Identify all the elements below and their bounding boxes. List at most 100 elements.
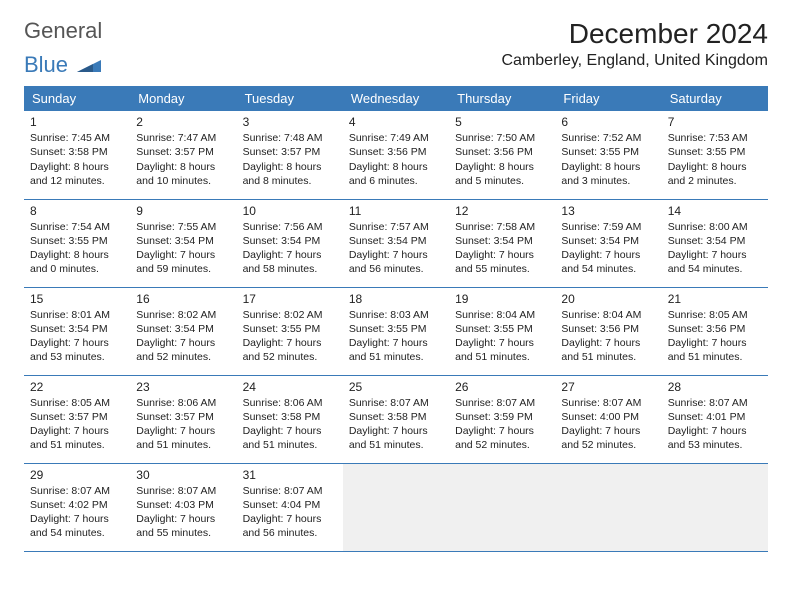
sunrise-line: Sunrise: 7:53 AM: [668, 131, 762, 145]
daylight-line: Daylight: 8 hours and 0 minutes.: [30, 248, 124, 276]
daylight-line: Daylight: 7 hours and 51 minutes.: [349, 424, 443, 452]
sunrise-line: Sunrise: 8:04 AM: [455, 308, 549, 322]
calendar-empty-cell: [555, 463, 661, 551]
sunset-line: Sunset: 3:57 PM: [30, 410, 124, 424]
calendar-day-cell: 18Sunrise: 8:03 AMSunset: 3:55 PMDayligh…: [343, 287, 449, 375]
daylight-line: Daylight: 8 hours and 6 minutes.: [349, 160, 443, 188]
sunset-line: Sunset: 3:57 PM: [136, 145, 230, 159]
daylight-line: Daylight: 8 hours and 8 minutes.: [243, 160, 337, 188]
day-number: 31: [243, 467, 337, 483]
calendar-empty-cell: [662, 463, 768, 551]
sunset-line: Sunset: 3:55 PM: [243, 322, 337, 336]
sunrise-line: Sunrise: 8:07 AM: [561, 396, 655, 410]
daylight-line: Daylight: 7 hours and 53 minutes.: [30, 336, 124, 364]
day-header: Wednesday: [343, 86, 449, 111]
day-number: 10: [243, 203, 337, 219]
day-number: 27: [561, 379, 655, 395]
sunrise-line: Sunrise: 7:47 AM: [136, 131, 230, 145]
calendar-day-cell: 31Sunrise: 8:07 AMSunset: 4:04 PMDayligh…: [237, 463, 343, 551]
calendar-day-cell: 27Sunrise: 8:07 AMSunset: 4:00 PMDayligh…: [555, 375, 661, 463]
day-number: 6: [561, 114, 655, 130]
sunrise-line: Sunrise: 7:50 AM: [455, 131, 549, 145]
daylight-line: Daylight: 7 hours and 54 minutes.: [561, 248, 655, 276]
day-number: 18: [349, 291, 443, 307]
sunrise-line: Sunrise: 8:07 AM: [349, 396, 443, 410]
sunset-line: Sunset: 3:55 PM: [455, 322, 549, 336]
calendar-day-cell: 25Sunrise: 8:07 AMSunset: 3:58 PMDayligh…: [343, 375, 449, 463]
calendar-day-cell: 20Sunrise: 8:04 AMSunset: 3:56 PMDayligh…: [555, 287, 661, 375]
sunset-line: Sunset: 4:03 PM: [136, 498, 230, 512]
location: Camberley, England, United Kingdom: [501, 52, 768, 70]
day-number: 29: [30, 467, 124, 483]
calendar-table: SundayMondayTuesdayWednesdayThursdayFrid…: [24, 86, 768, 552]
calendar-day-cell: 16Sunrise: 8:02 AMSunset: 3:54 PMDayligh…: [130, 287, 236, 375]
calendar-day-cell: 17Sunrise: 8:02 AMSunset: 3:55 PMDayligh…: [237, 287, 343, 375]
sunset-line: Sunset: 3:54 PM: [349, 234, 443, 248]
sunset-line: Sunset: 3:54 PM: [136, 234, 230, 248]
calendar-day-cell: 5Sunrise: 7:50 AMSunset: 3:56 PMDaylight…: [449, 111, 555, 199]
sunrise-line: Sunrise: 8:05 AM: [668, 308, 762, 322]
sunrise-line: Sunrise: 8:02 AM: [243, 308, 337, 322]
sunrise-line: Sunrise: 8:07 AM: [668, 396, 762, 410]
day-number: 23: [136, 379, 230, 395]
sunrise-line: Sunrise: 8:04 AM: [561, 308, 655, 322]
day-number: 30: [136, 467, 230, 483]
calendar-day-cell: 13Sunrise: 7:59 AMSunset: 3:54 PMDayligh…: [555, 199, 661, 287]
calendar-empty-cell: [343, 463, 449, 551]
calendar-day-cell: 8Sunrise: 7:54 AMSunset: 3:55 PMDaylight…: [24, 199, 130, 287]
sunrise-line: Sunrise: 8:07 AM: [136, 484, 230, 498]
sunset-line: Sunset: 3:59 PM: [455, 410, 549, 424]
day-number: 13: [561, 203, 655, 219]
calendar-day-cell: 6Sunrise: 7:52 AMSunset: 3:55 PMDaylight…: [555, 111, 661, 199]
sunset-line: Sunset: 4:01 PM: [668, 410, 762, 424]
calendar-day-cell: 7Sunrise: 7:53 AMSunset: 3:55 PMDaylight…: [662, 111, 768, 199]
daylight-line: Daylight: 7 hours and 52 minutes.: [455, 424, 549, 452]
day-header: Tuesday: [237, 86, 343, 111]
sunset-line: Sunset: 3:54 PM: [136, 322, 230, 336]
sunset-line: Sunset: 3:57 PM: [243, 145, 337, 159]
day-number: 24: [243, 379, 337, 395]
day-number: 22: [30, 379, 124, 395]
sunrise-line: Sunrise: 8:02 AM: [136, 308, 230, 322]
calendar-day-cell: 9Sunrise: 7:55 AMSunset: 3:54 PMDaylight…: [130, 199, 236, 287]
daylight-line: Daylight: 7 hours and 51 minutes.: [668, 336, 762, 364]
logo-text-blue: Blue: [24, 52, 68, 77]
calendar-day-cell: 28Sunrise: 8:07 AMSunset: 4:01 PMDayligh…: [662, 375, 768, 463]
sunset-line: Sunset: 3:55 PM: [349, 322, 443, 336]
day-header: Friday: [555, 86, 661, 111]
calendar-day-cell: 10Sunrise: 7:56 AMSunset: 3:54 PMDayligh…: [237, 199, 343, 287]
sunrise-line: Sunrise: 7:52 AM: [561, 131, 655, 145]
sunrise-line: Sunrise: 8:01 AM: [30, 308, 124, 322]
sunrise-line: Sunrise: 7:54 AM: [30, 220, 124, 234]
sunrise-line: Sunrise: 7:49 AM: [349, 131, 443, 145]
calendar-day-cell: 30Sunrise: 8:07 AMSunset: 4:03 PMDayligh…: [130, 463, 236, 551]
calendar-week-row: 8Sunrise: 7:54 AMSunset: 3:55 PMDaylight…: [24, 199, 768, 287]
sunrise-line: Sunrise: 7:59 AM: [561, 220, 655, 234]
daylight-line: Daylight: 7 hours and 58 minutes.: [243, 248, 337, 276]
sunset-line: Sunset: 3:56 PM: [668, 322, 762, 336]
sunset-line: Sunset: 3:55 PM: [30, 234, 124, 248]
daylight-line: Daylight: 7 hours and 51 minutes.: [561, 336, 655, 364]
sunset-line: Sunset: 3:56 PM: [455, 145, 549, 159]
calendar-day-cell: 21Sunrise: 8:05 AMSunset: 3:56 PMDayligh…: [662, 287, 768, 375]
calendar-day-cell: 1Sunrise: 7:45 AMSunset: 3:58 PMDaylight…: [24, 111, 130, 199]
calendar-week-row: 1Sunrise: 7:45 AMSunset: 3:58 PMDaylight…: [24, 111, 768, 199]
sunrise-line: Sunrise: 8:07 AM: [243, 484, 337, 498]
daylight-line: Daylight: 8 hours and 10 minutes.: [136, 160, 230, 188]
day-number: 20: [561, 291, 655, 307]
daylight-line: Daylight: 8 hours and 3 minutes.: [561, 160, 655, 188]
daylight-line: Daylight: 7 hours and 54 minutes.: [668, 248, 762, 276]
sunset-line: Sunset: 3:56 PM: [561, 322, 655, 336]
title-block: December 2024 Camberley, England, United…: [501, 18, 768, 70]
sunset-line: Sunset: 3:57 PM: [136, 410, 230, 424]
daylight-line: Daylight: 7 hours and 55 minutes.: [455, 248, 549, 276]
daylight-line: Daylight: 7 hours and 55 minutes.: [136, 512, 230, 540]
calendar-empty-cell: [449, 463, 555, 551]
sunrise-line: Sunrise: 8:00 AM: [668, 220, 762, 234]
sunset-line: Sunset: 3:58 PM: [30, 145, 124, 159]
day-number: 8: [30, 203, 124, 219]
calendar-day-cell: 12Sunrise: 7:58 AMSunset: 3:54 PMDayligh…: [449, 199, 555, 287]
daylight-line: Daylight: 8 hours and 5 minutes.: [455, 160, 549, 188]
sunset-line: Sunset: 4:04 PM: [243, 498, 337, 512]
calendar-day-cell: 11Sunrise: 7:57 AMSunset: 3:54 PMDayligh…: [343, 199, 449, 287]
